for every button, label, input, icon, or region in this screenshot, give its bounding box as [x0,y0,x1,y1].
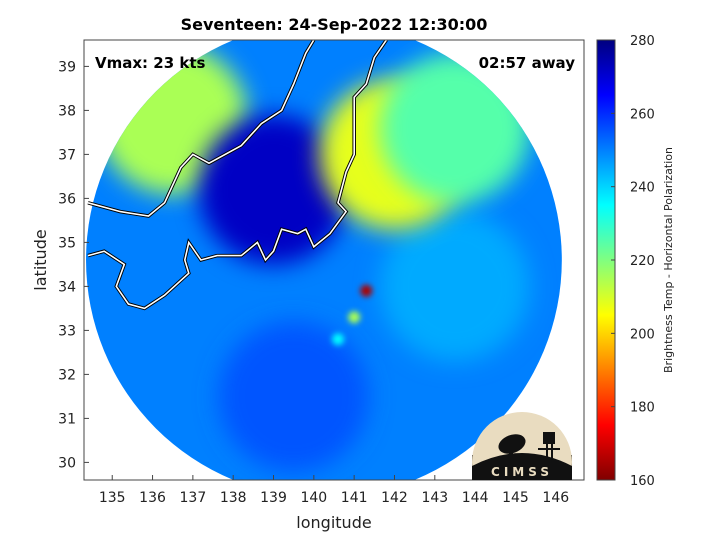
x-tick-label: 146 [542,490,569,506]
x-tick-label: 143 [421,490,448,506]
plot-frame [83,39,585,481]
logo-text: CIMSS [491,465,553,479]
y-tick-label: 30 [58,455,76,471]
y-tick-label: 34 [58,279,76,295]
y-tick-label: 31 [58,411,76,427]
x-tick-label: 135 [99,490,126,506]
colorbar-ticks: 160 180 200 220 240 260 280 [611,34,655,489]
x-tick-label: 139 [260,490,287,506]
y-tick-label: 35 [58,235,76,251]
cimss-logo: CIMSS [472,412,572,480]
x-tick-label: 144 [462,490,489,506]
y-tick-label: 38 [58,103,76,119]
colorbar-tick-label: 220 [630,254,655,269]
swath-region-ocean-south [218,321,369,472]
time-away-label: 02:57 away [479,54,576,72]
x-axis-label: longitude [296,513,371,532]
swath-region-ocean-east [379,211,530,362]
swath-region-rainband-2 [332,333,345,346]
x-tick-label: 141 [341,490,368,506]
x-tick-label: 145 [502,490,529,506]
chart-title: Seventeen: 24-Sep-2022 12:30:00 [181,15,488,34]
x-tick-label: 142 [381,490,408,506]
colorbar-tick-label: 260 [630,107,655,122]
colorbar-tick-label: 280 [630,34,655,49]
colorbar-tick-label: 160 [630,474,655,489]
y-axis-label: latitude [31,229,50,290]
coastline [87,40,388,311]
x-axis: 135 136 137 138 139 140 141 142 143 144 145 146 [99,475,569,506]
swath-region-convection-core [360,284,373,297]
vmax-label: Vmax: 23 kts [95,54,205,72]
x-tick-label: 140 [300,490,327,506]
colorbar-tick-label: 200 [630,327,655,342]
x-tick-label: 138 [220,490,247,506]
swath-region-rainband-1 [348,311,361,324]
y-axis: 30 31 32 33 34 35 36 37 38 39 [58,59,89,471]
swath-region-land-interior [198,114,349,265]
x-tick-label: 136 [139,490,166,506]
y-tick-label: 32 [58,367,76,383]
y-tick-label: 33 [58,323,76,339]
y-tick-label: 39 [58,59,76,75]
swath-region-warm-patch-ne2 [379,53,530,203]
colorbar-tick-label: 240 [630,181,655,196]
brightness-temp-swath [86,40,562,480]
y-tick-label: 36 [58,191,76,207]
colorbar-tick-label: 180 [630,401,655,416]
y-tick-label: 37 [58,147,76,163]
x-tick-label: 137 [180,490,207,506]
colorbar-label: Brightness Temp - Horizontal Polarizatio… [662,147,675,373]
